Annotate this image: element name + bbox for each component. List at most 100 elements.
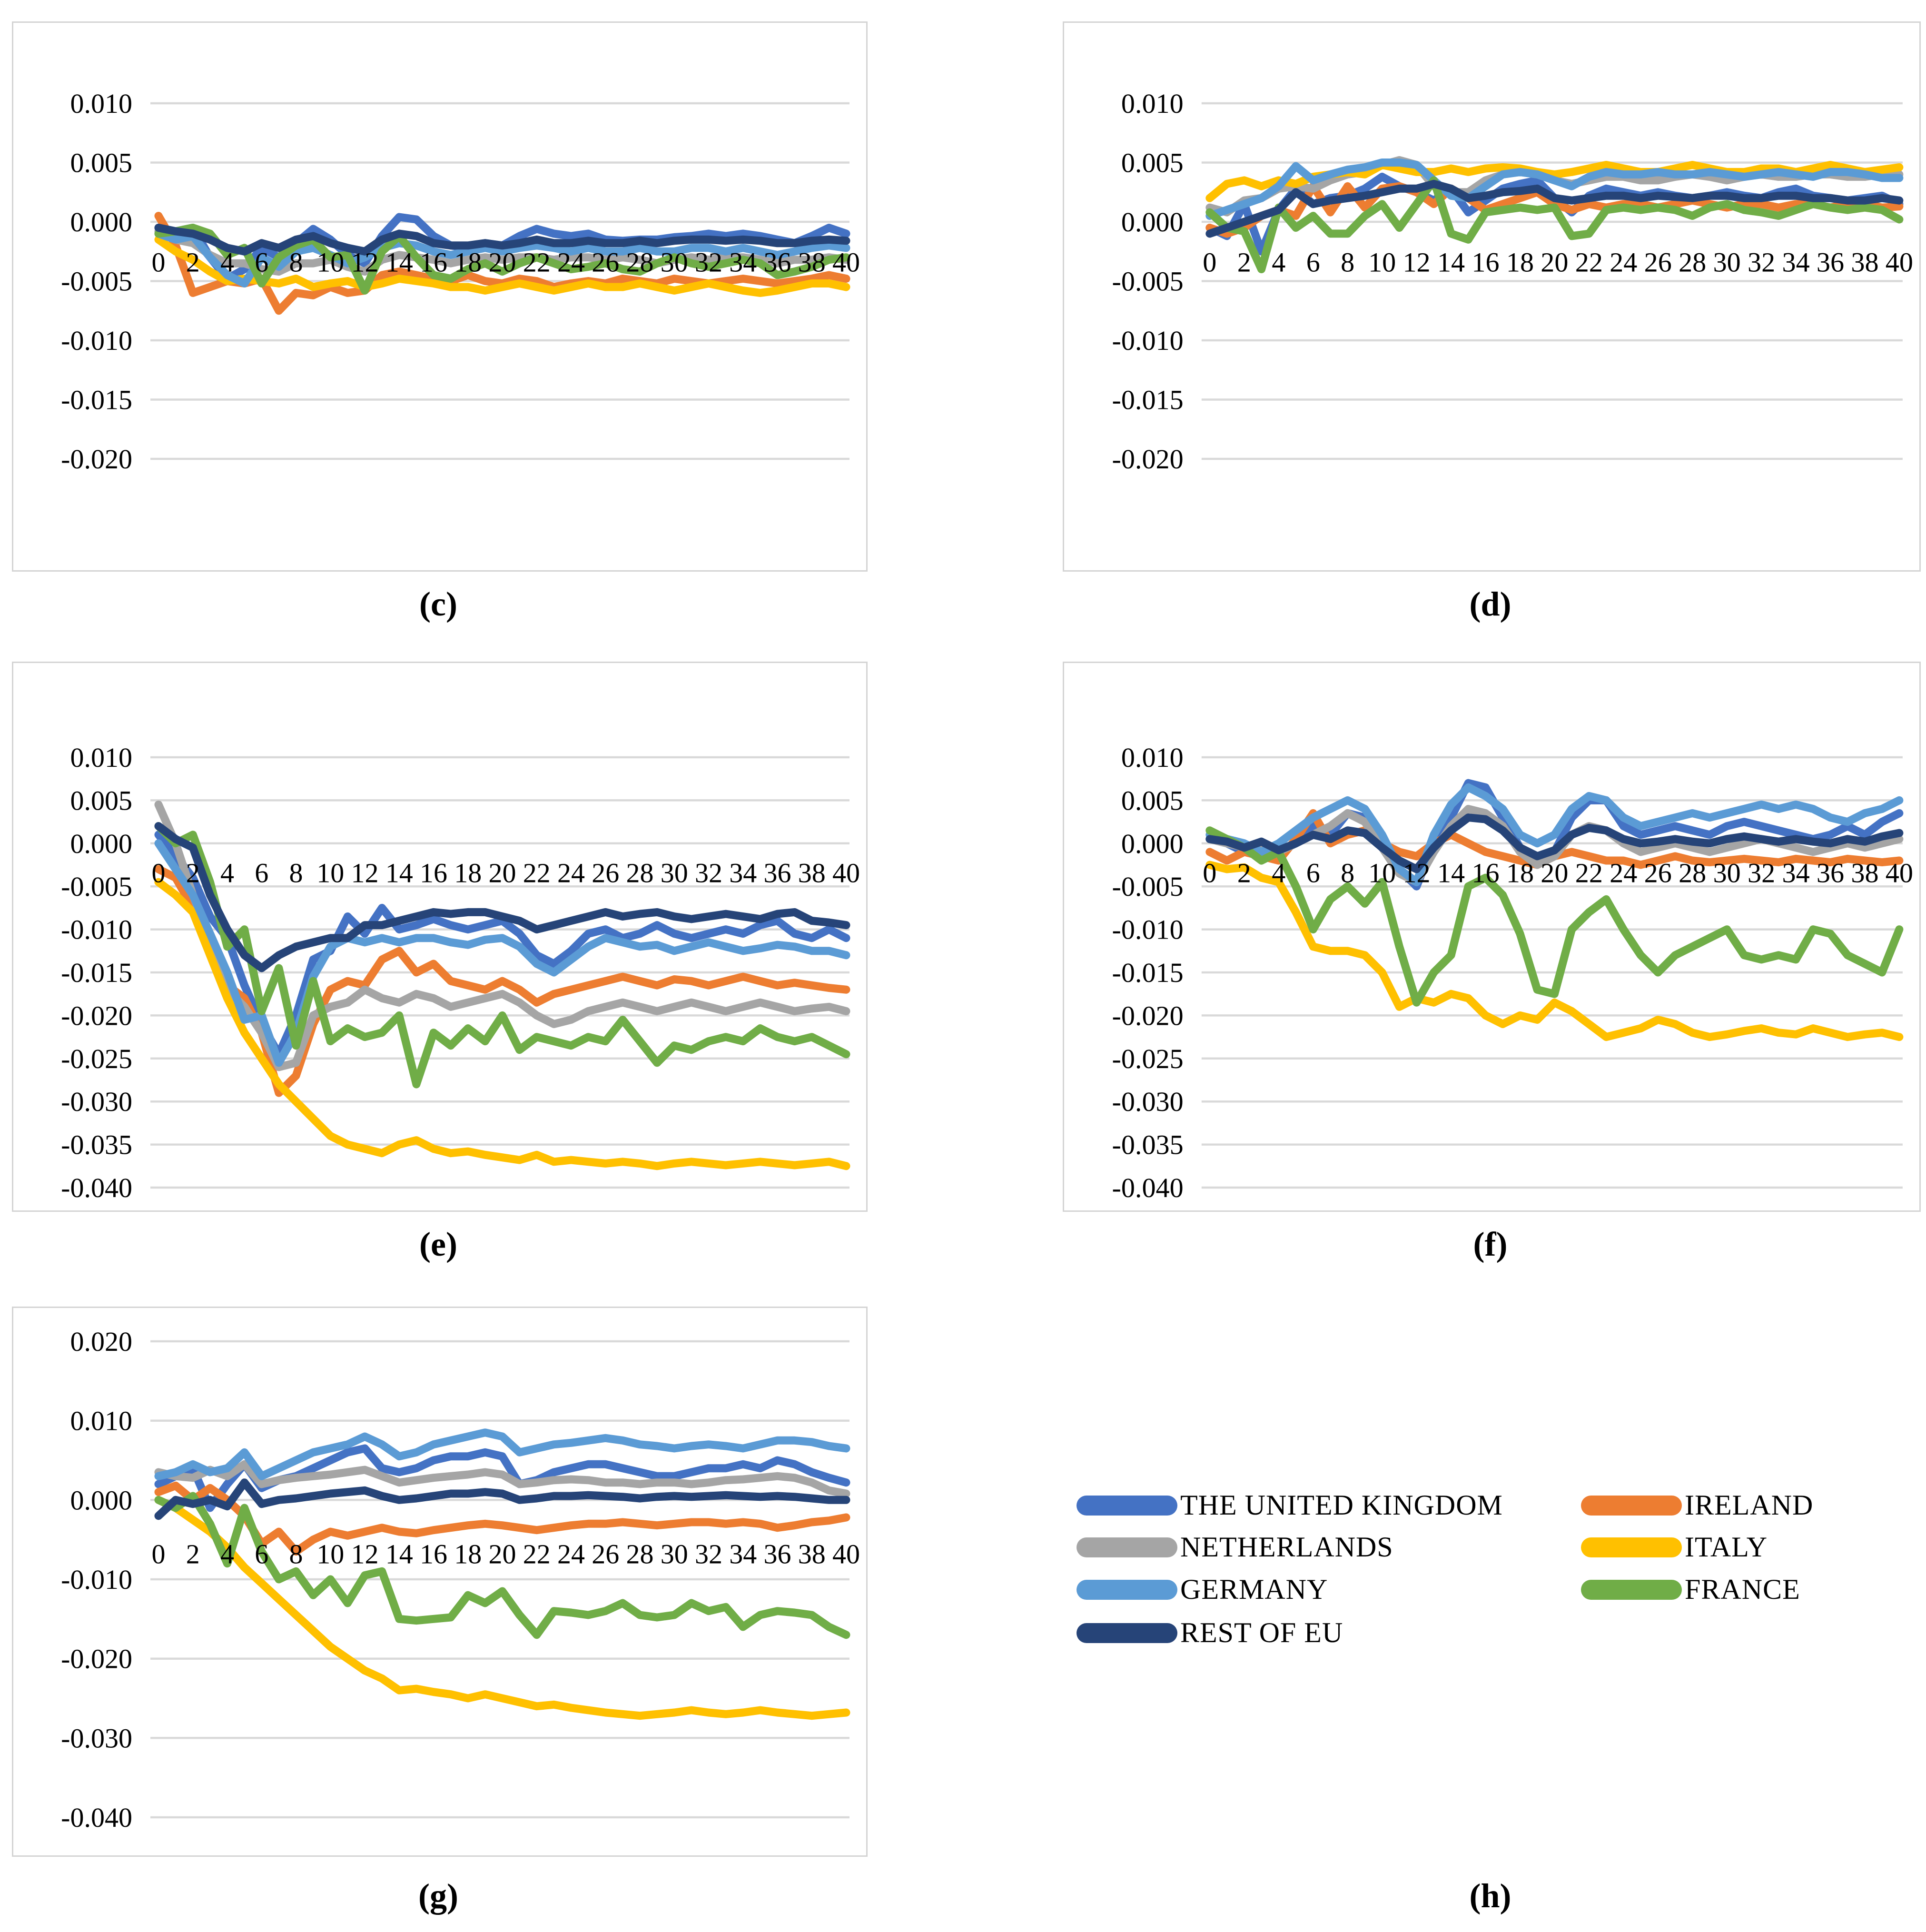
legend-item-ireland: IRELAND	[1581, 1489, 1813, 1522]
series-line-rest-of-eu	[154, 224, 850, 256]
y-tick-label: -0.035	[61, 1129, 132, 1160]
series-line-italy	[154, 878, 850, 1170]
x-tick-label: 28	[626, 247, 654, 278]
x-tick-label: 26	[1644, 247, 1672, 278]
series-line-rest-of-eu	[154, 1478, 850, 1520]
legend-item-italy: ITALY	[1581, 1531, 1768, 1564]
legend-item-united-kingdom: THE UNITED KINGDOM	[1077, 1489, 1503, 1522]
x-tick-label: 12	[1403, 857, 1430, 888]
x-tick-label: 20	[1541, 857, 1568, 888]
panel-label-e: (e)	[419, 1225, 457, 1263]
y-tick-label: -0.010	[61, 1564, 132, 1595]
x-tick-label: 26	[1644, 857, 1672, 888]
y-tick-label: -0.020	[61, 1000, 132, 1031]
x-tick-label: 40	[832, 857, 860, 888]
x-tick-label: 40	[832, 1539, 860, 1570]
x-tick-label: 26	[592, 1539, 619, 1570]
y-tick-label: 0.005	[1121, 148, 1184, 178]
series-line-france	[1205, 826, 1904, 1007]
legend-item-netherlands: NETHERLANDS	[1077, 1531, 1393, 1564]
line-chart-g: 0.020 0.010 0.000 -0.010 -0.020 -0.030 -0.040 0…	[12, 1307, 868, 1857]
y-tick-label: 0.000	[70, 1485, 133, 1516]
x-tick-label: 2	[186, 1539, 200, 1570]
x-tick-label: 16	[420, 857, 447, 888]
x-tick-label: 26	[592, 247, 619, 278]
x-tick-label: 4	[220, 857, 234, 888]
x-tick-label: 6	[255, 857, 268, 888]
x-tick-label: 8	[289, 857, 303, 888]
x-tick-label: 22	[523, 247, 551, 278]
x-tick-label: 32	[1748, 857, 1775, 888]
line-chart-d: 0.010 0.005 0.000 -0.005 -0.010 -0.015 -0.020 0…	[1063, 21, 1921, 572]
legend-label-italy: ITALY	[1685, 1531, 1768, 1563]
x-tick-label: 26	[592, 857, 619, 888]
chart-panel-d: 0.010 0.005 0.000 -0.005 -0.010 -0.015 -0.020 0…	[1063, 21, 1921, 572]
chart-panel-c: 0.010 0.005 0.000 -0.005 -0.010 -0.015 -0.020 0…	[12, 21, 868, 572]
x-tick-label: 14	[385, 247, 413, 278]
x-tick-label: 32	[1748, 247, 1775, 278]
panel-label-f: (f)	[1473, 1225, 1508, 1263]
series-line-france	[154, 1492, 850, 1639]
x-tick-label: 6	[1306, 247, 1320, 278]
x-tick-label: 8	[1341, 247, 1354, 278]
x-tick-label: 22	[1575, 247, 1603, 278]
x-tick-label: 8	[1341, 857, 1354, 888]
x-tick-label: 18	[454, 247, 482, 278]
y-tick-label: 0.010	[1121, 742, 1184, 773]
y-tick-label: -0.020	[61, 444, 132, 475]
x-tick-label: 4	[220, 247, 234, 278]
x-tick-label: 24	[557, 857, 585, 888]
x-tick-label: 34	[1782, 247, 1809, 278]
legend-label-netherlands: NETHERLANDS	[1180, 1531, 1393, 1563]
legend-swatch-netherlands	[1077, 1537, 1177, 1557]
x-tick-label: 18	[1506, 857, 1534, 888]
x-tick-label: 30	[661, 857, 688, 888]
x-tick-label: 0	[1203, 857, 1216, 888]
x-tick-label: 28	[626, 857, 654, 888]
x-tick-label: 6	[255, 247, 268, 278]
x-tick-label: 12	[1403, 247, 1430, 278]
legend-label-ireland: IRELAND	[1685, 1489, 1814, 1521]
y-tick-label: -0.035	[1112, 1129, 1183, 1160]
legend-label-rest-of-eu: REST OF EU	[1180, 1617, 1343, 1648]
series-line-netherlands	[154, 1460, 850, 1498]
y-tick-label: -0.020	[1112, 1000, 1183, 1031]
x-tick-label: 18	[454, 857, 482, 888]
x-tick-label: 6	[1306, 857, 1320, 888]
series-line-germany	[154, 839, 850, 1067]
y-tick-label: -0.020	[1112, 444, 1183, 475]
series-line-germany	[1205, 783, 1904, 886]
legend-swatch-germany	[1077, 1579, 1177, 1600]
x-tick-label: 18	[1506, 247, 1534, 278]
series-line-france	[154, 822, 850, 1089]
series-line-germany	[154, 1428, 850, 1480]
y-tick-label: 0.000	[70, 207, 133, 238]
x-tick-label: 10	[1368, 247, 1396, 278]
x-tick-label: 16	[1472, 857, 1499, 888]
x-tick-label: 8	[289, 247, 303, 278]
panel-label-d: (d)	[1469, 585, 1511, 623]
x-tick-label: 36	[764, 247, 791, 278]
x-tick-label: 30	[1713, 247, 1741, 278]
x-tick-label: 28	[1679, 857, 1706, 888]
x-tick-label: 18	[454, 1539, 482, 1570]
legend-item-germany: GERMANY	[1077, 1573, 1328, 1606]
line-chart-f: 0.010 0.005 0.000 -0.005 -0.010 -0.015 -0.020 -…	[1063, 662, 1921, 1212]
x-tick-label: 20	[1541, 247, 1568, 278]
y-tick-label: -0.015	[61, 385, 132, 416]
x-tick-label: 14	[1437, 247, 1465, 278]
y-tick-label: -0.010	[1112, 325, 1183, 356]
series-line-italy	[154, 1496, 850, 1720]
x-tick-label: 40	[1886, 857, 1913, 888]
x-tick-label: 20	[489, 857, 516, 888]
legend-label-germany: GERMANY	[1180, 1574, 1328, 1605]
x-tick-label: 0	[152, 1539, 166, 1570]
legend-swatch-italy	[1581, 1537, 1682, 1557]
y-tick-label: 0.010	[70, 1406, 133, 1437]
legend-item-france: FRANCE	[1581, 1573, 1800, 1606]
y-tick-label: 0.010	[70, 88, 133, 119]
x-tick-label: 22	[523, 1539, 551, 1570]
series-line-rest-of-eu	[154, 822, 850, 972]
x-tick-label: 32	[695, 1539, 722, 1570]
